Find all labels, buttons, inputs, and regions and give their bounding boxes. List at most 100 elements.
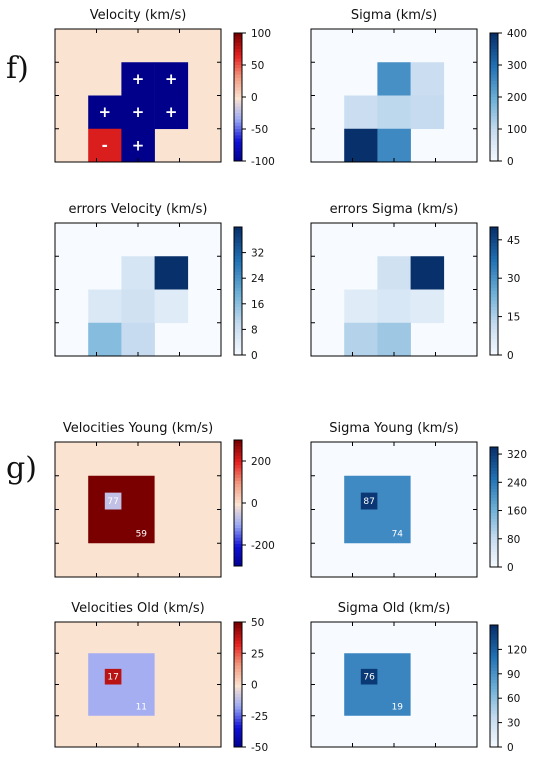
colorbar-tick-label: 100 — [251, 28, 271, 40]
colorbar-segment — [490, 249, 498, 254]
colorbar-segment — [234, 534, 242, 539]
colorbar-segment — [490, 468, 498, 472]
colorbar-segment — [490, 132, 498, 136]
colorbar-segment — [234, 734, 242, 739]
cell-label: - — [102, 136, 108, 154]
colorbar-segment — [234, 512, 242, 517]
panel-8: Sigma Old (km/s) 19 76 120 90 60 30 0 — [310, 601, 527, 754]
colorbar-tick-label: 60 — [507, 693, 520, 705]
colorbar-segment — [234, 339, 242, 343]
heatmap-cell — [154, 289, 189, 324]
colorbar-segment — [490, 734, 498, 739]
cell-label: + — [132, 103, 145, 121]
colorbar-segment — [234, 547, 242, 551]
colorbar-segment — [490, 501, 498, 505]
colorbar-segment — [234, 262, 242, 266]
colorbar-segment — [490, 33, 498, 37]
colorbar-frame — [489, 624, 499, 748]
colorbar-tick-label: 80 — [507, 534, 520, 546]
colorbar-segment — [234, 493, 242, 498]
colorbar-segment — [234, 650, 242, 654]
colorbar-segment — [490, 151, 498, 156]
colorbar-segment — [234, 154, 242, 159]
colorbar-segment — [234, 326, 242, 330]
colorbar-segment — [490, 649, 498, 653]
panel-title: Sigma Old (km/s) — [338, 601, 451, 616]
colorbar-segment — [234, 271, 242, 276]
colorbar-segment — [234, 90, 242, 95]
colorbar-segment — [490, 686, 498, 690]
colorbar-segment — [234, 693, 242, 698]
heatmap-cell — [154, 62, 189, 96]
colorbar-segment — [490, 119, 498, 124]
colorbar-segment — [490, 546, 498, 550]
colorbar-segment — [234, 281, 242, 286]
colorbar-segment — [490, 103, 498, 108]
colorbar-segment — [490, 531, 498, 535]
colorbar-segment — [234, 477, 242, 482]
heatmap-cell — [121, 289, 155, 324]
colorbar-segment — [490, 262, 498, 266]
colorbar-segment — [234, 291, 242, 295]
colorbar-segment — [490, 716, 498, 721]
panel-title: Sigma (km/s) — [351, 8, 437, 23]
colorbar-segment — [234, 506, 242, 510]
heatmap-cell — [121, 128, 155, 163]
colorbar-segment — [234, 310, 242, 314]
heatmap-cell — [377, 95, 411, 130]
colorbar-segment — [234, 61, 242, 66]
colorbar-segment — [234, 45, 242, 50]
colorbar-segment — [234, 634, 242, 639]
colorbar-segment — [234, 443, 242, 447]
colorbar-segment — [490, 519, 498, 523]
colorbar-segment — [490, 743, 498, 748]
heatmap-cell — [88, 322, 122, 357]
colorbar-segment — [234, 678, 242, 682]
colorbar-segment — [490, 227, 498, 231]
colorbar-tick-label: 0 — [507, 742, 514, 754]
heatmap-block — [104, 492, 122, 510]
colorbar-segment — [490, 543, 498, 547]
colorbar-segment — [490, 93, 498, 98]
colorbar-segment — [234, 675, 242, 679]
colorbar-segment — [490, 661, 498, 666]
colorbar-segment — [490, 71, 498, 76]
colorbar-segment — [234, 681, 242, 685]
colorbar-segment — [234, 487, 242, 491]
colorbar-segment — [490, 77, 498, 82]
colorbar-tick-label: 200 — [507, 92, 527, 104]
colorbar-segment — [490, 342, 498, 346]
colorbar-segment — [234, 307, 242, 311]
colorbar-segment — [490, 291, 498, 295]
panel-3: errors Velocity (km/s) 32 24 16 8 0 — [54, 202, 265, 362]
colorbar-segment — [234, 230, 242, 234]
colorbar-segment — [234, 297, 242, 302]
colorbar-segment — [234, 662, 242, 667]
colorbar-tick-label: 0 — [251, 350, 258, 362]
colorbar-segment — [490, 106, 498, 111]
colorbar-segment — [234, 329, 242, 334]
colorbar-tick-label: 200 — [251, 456, 271, 468]
panel-1: Velocity (km/s) + + + + + - +100 50 0 -50 -100 — [54, 8, 275, 168]
colorbar-segment — [490, 486, 498, 490]
heatmap-cell — [88, 95, 122, 130]
colorbar-tick-label: 100 — [507, 124, 527, 136]
colorbar-segment — [234, 294, 242, 298]
colorbar-segment — [234, 332, 242, 337]
panel-6: Sigma Young (km/s) 74 87 320 240 160 80 0 — [310, 421, 527, 578]
colorbar-segment — [234, 684, 242, 689]
colorbar-segment — [490, 81, 498, 85]
heatmap-cell — [377, 322, 411, 357]
colorbar-segment — [234, 468, 242, 472]
colorbar-tick-label: 45 — [507, 235, 520, 247]
colorbar-segment — [234, 743, 242, 748]
colorbar-segment — [490, 55, 498, 60]
colorbar-segment — [234, 503, 242, 507]
colorbar-segment — [234, 728, 242, 732]
colorbar-segment — [490, 528, 498, 532]
heatmap-cell — [121, 62, 155, 96]
colorbar-segment — [234, 284, 242, 289]
colorbar-segment — [234, 706, 242, 710]
colorbar-tick-label: 0 — [251, 498, 258, 510]
colorbar-segment — [490, 233, 498, 238]
